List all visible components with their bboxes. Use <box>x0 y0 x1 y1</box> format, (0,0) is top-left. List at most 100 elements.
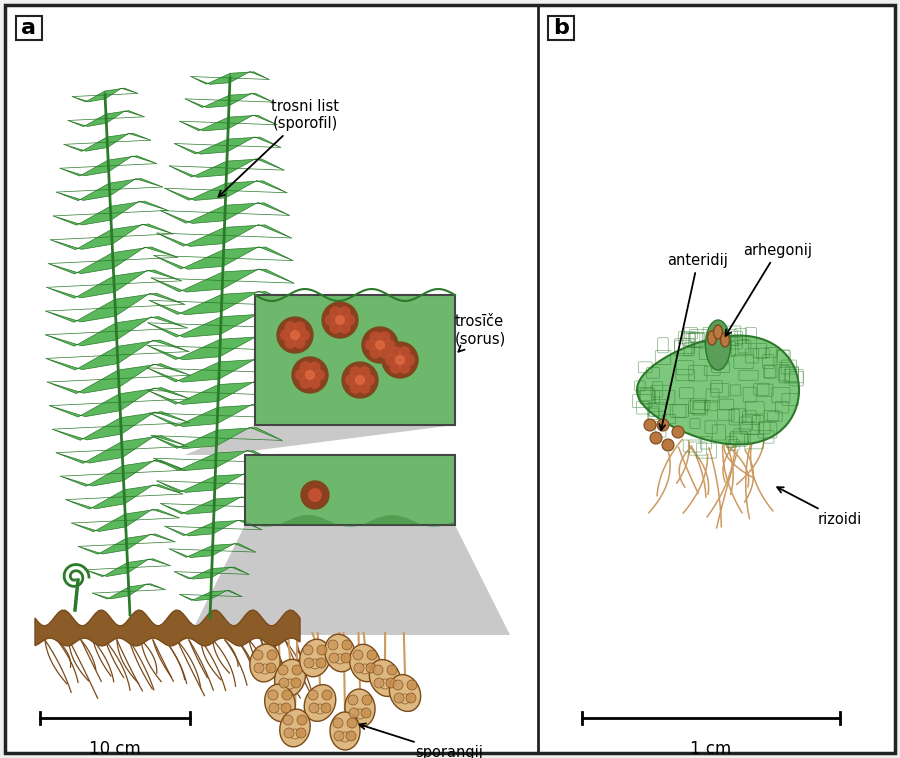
Polygon shape <box>56 442 122 463</box>
Polygon shape <box>169 545 212 557</box>
Circle shape <box>662 439 674 451</box>
Ellipse shape <box>280 709 310 747</box>
Circle shape <box>297 715 307 725</box>
Ellipse shape <box>304 684 336 722</box>
Circle shape <box>380 679 390 689</box>
Polygon shape <box>221 291 294 312</box>
Circle shape <box>345 374 357 386</box>
Circle shape <box>268 690 278 700</box>
Circle shape <box>282 690 292 700</box>
Circle shape <box>343 314 355 326</box>
Polygon shape <box>93 587 129 599</box>
Ellipse shape <box>265 684 295 722</box>
Polygon shape <box>50 394 121 417</box>
Polygon shape <box>223 247 293 266</box>
Circle shape <box>390 346 401 359</box>
Circle shape <box>395 355 405 365</box>
Circle shape <box>316 658 326 668</box>
Polygon shape <box>212 543 256 556</box>
Circle shape <box>253 650 263 660</box>
Circle shape <box>348 695 358 705</box>
Circle shape <box>399 346 410 359</box>
Circle shape <box>383 339 395 351</box>
Polygon shape <box>165 522 213 536</box>
Polygon shape <box>179 117 229 131</box>
Circle shape <box>672 426 684 438</box>
Circle shape <box>362 327 398 363</box>
Circle shape <box>644 419 656 431</box>
Text: 10 cm: 10 cm <box>89 740 141 758</box>
Polygon shape <box>53 206 111 225</box>
Ellipse shape <box>369 659 400 697</box>
Circle shape <box>349 366 362 378</box>
Circle shape <box>340 732 350 742</box>
Polygon shape <box>230 72 269 83</box>
Polygon shape <box>175 139 228 154</box>
Circle shape <box>342 362 378 398</box>
Circle shape <box>293 321 305 334</box>
Circle shape <box>650 432 662 444</box>
Polygon shape <box>216 450 278 468</box>
Circle shape <box>382 342 418 378</box>
Circle shape <box>315 704 325 714</box>
Ellipse shape <box>707 331 716 345</box>
Circle shape <box>329 322 341 334</box>
Polygon shape <box>66 490 125 509</box>
Circle shape <box>355 709 365 719</box>
Polygon shape <box>107 133 150 148</box>
Circle shape <box>407 680 417 690</box>
Circle shape <box>349 708 359 718</box>
Ellipse shape <box>714 325 723 339</box>
Ellipse shape <box>390 675 420 712</box>
Circle shape <box>254 663 264 673</box>
Polygon shape <box>60 160 109 176</box>
Polygon shape <box>147 362 220 382</box>
Polygon shape <box>214 496 268 512</box>
Circle shape <box>385 354 397 366</box>
Polygon shape <box>52 418 122 440</box>
Circle shape <box>329 653 339 663</box>
Circle shape <box>309 703 319 713</box>
Circle shape <box>386 678 396 688</box>
Text: sporangij: sporangij <box>360 723 483 758</box>
Circle shape <box>370 331 382 343</box>
Polygon shape <box>125 509 179 527</box>
Circle shape <box>322 690 332 700</box>
Polygon shape <box>217 405 286 424</box>
Circle shape <box>363 374 375 386</box>
Polygon shape <box>117 340 189 364</box>
Circle shape <box>349 382 362 394</box>
Circle shape <box>267 650 277 660</box>
Circle shape <box>269 703 279 713</box>
Polygon shape <box>213 520 262 534</box>
Polygon shape <box>157 476 215 493</box>
Polygon shape <box>72 91 105 102</box>
Polygon shape <box>108 156 157 172</box>
Circle shape <box>335 315 345 325</box>
Circle shape <box>317 645 327 655</box>
Circle shape <box>370 347 382 359</box>
Text: b: b <box>554 18 569 38</box>
Circle shape <box>284 337 296 349</box>
Polygon shape <box>104 88 138 99</box>
Circle shape <box>284 321 296 334</box>
Polygon shape <box>218 381 289 402</box>
Polygon shape <box>148 317 221 337</box>
Polygon shape <box>157 227 224 246</box>
Circle shape <box>367 650 377 660</box>
Circle shape <box>387 665 397 675</box>
Circle shape <box>338 306 350 318</box>
Circle shape <box>308 488 322 502</box>
Circle shape <box>283 715 293 725</box>
Circle shape <box>400 694 410 704</box>
Bar <box>548 16 574 40</box>
Circle shape <box>298 329 310 341</box>
Polygon shape <box>169 161 227 177</box>
Ellipse shape <box>721 333 730 347</box>
Polygon shape <box>224 224 292 243</box>
Circle shape <box>333 718 343 728</box>
Circle shape <box>335 654 345 664</box>
Polygon shape <box>220 337 292 357</box>
Polygon shape <box>45 323 117 346</box>
Circle shape <box>399 362 410 374</box>
